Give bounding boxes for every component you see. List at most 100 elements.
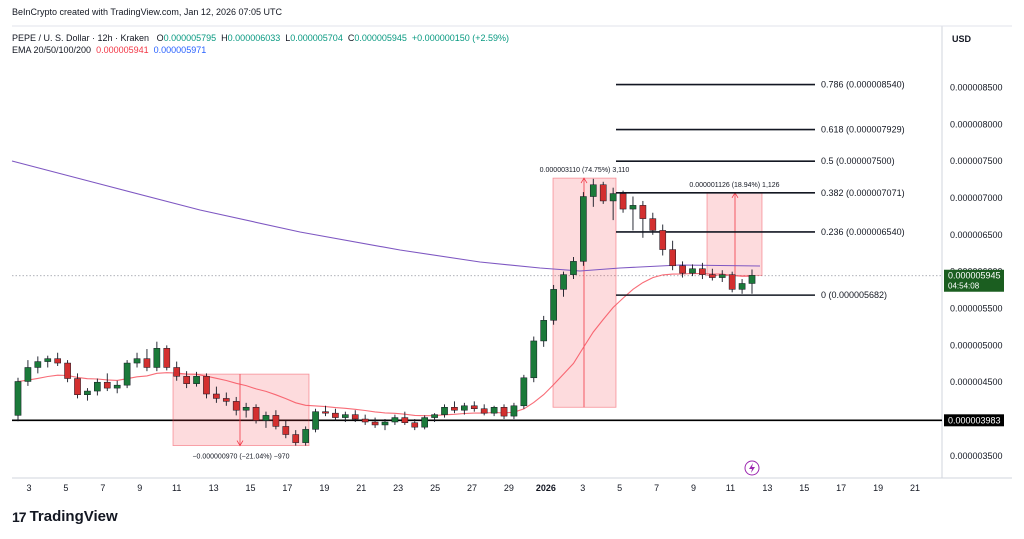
time-tick-label: 17 <box>282 483 292 493</box>
candle-body <box>560 274 567 290</box>
candle <box>441 404 448 418</box>
candle-body <box>64 362 71 379</box>
candle <box>143 349 151 372</box>
candle <box>64 360 71 383</box>
price-tick-label: 0.000007000 <box>950 193 1003 203</box>
candle <box>252 404 260 424</box>
candle-body <box>222 398 230 402</box>
candle <box>609 187 617 221</box>
candle <box>500 404 508 420</box>
ohlc-high: 0.000006033 <box>227 33 281 43</box>
candle-body <box>24 367 32 382</box>
candle <box>619 190 627 213</box>
candle-body <box>272 415 280 427</box>
candle <box>173 361 181 381</box>
fib-label: 0.236 (0.000006540) <box>821 227 905 237</box>
candle-body <box>431 414 438 418</box>
price-tick-label: 0.000008000 <box>950 119 1003 129</box>
price-tick-label: 0.000007500 <box>950 156 1003 166</box>
ema-red-value: 0.000005941 <box>96 45 149 55</box>
candle <box>530 336 538 383</box>
candle-body <box>738 283 746 290</box>
ema-blue-line <box>11 160 761 272</box>
candle-body <box>480 408 488 414</box>
ema-red-line <box>17 272 753 417</box>
candle-body <box>351 414 359 420</box>
candle <box>391 414 399 425</box>
candle-body <box>619 193 627 210</box>
price-axis[interactable]: 0.000008500 0.000008000 0.000007500 0.00000… <box>944 82 1004 461</box>
candle <box>213 386 220 403</box>
candle-body <box>341 414 349 418</box>
fib-label: 0.786 (0.000008540) <box>821 80 905 90</box>
candle <box>361 414 369 425</box>
candle <box>431 413 438 422</box>
candle <box>699 262 706 280</box>
ema-title: EMA 20/50/100/200 <box>12 45 92 55</box>
candle <box>490 405 498 417</box>
ohlc-close: 0.000005945 <box>354 33 407 43</box>
candle <box>312 408 319 433</box>
symbol-legend: PEPE / U. S. Dollar · 12h · Kraken O0.00… <box>12 33 509 43</box>
candle <box>470 401 478 412</box>
candle-body <box>282 426 290 435</box>
candle <box>183 371 190 389</box>
fib-label: 0.5 (0.000007500) <box>821 156 895 166</box>
candle <box>123 360 131 389</box>
candle-body <box>689 268 696 274</box>
candle <box>738 279 746 294</box>
candle-body <box>123 362 131 386</box>
time-tick-label: 2026 <box>536 483 556 493</box>
candle-body <box>242 407 250 411</box>
candle-body <box>84 390 91 395</box>
chart-credit: BeInCrypto created with TradingView.com,… <box>12 7 282 17</box>
candle-body <box>540 320 548 342</box>
time-tick-label: 11 <box>726 483 735 493</box>
candle-body <box>461 405 468 411</box>
candle-body <box>193 376 200 384</box>
candle <box>332 408 339 421</box>
time-tick-label: 7 <box>100 483 105 493</box>
candle-body <box>332 412 339 418</box>
candle <box>718 270 726 282</box>
time-tick-label: 11 <box>172 483 181 493</box>
currency-label[interactable]: USD <box>952 34 972 44</box>
time-tick-label: 3 <box>580 483 585 493</box>
candle-body <box>490 407 498 414</box>
candle-body <box>153 348 161 368</box>
candle <box>292 430 300 446</box>
candle <box>679 261 686 278</box>
candle <box>510 402 518 420</box>
candle-body <box>34 361 42 368</box>
ohlc-high-label: H <box>221 33 228 43</box>
candle <box>282 420 290 439</box>
lightning-icon[interactable] <box>744 460 760 476</box>
candle <box>103 373 111 392</box>
time-tick-label: 19 <box>873 483 883 493</box>
candle-body <box>44 358 52 362</box>
candle-body <box>728 274 736 290</box>
candle-body <box>94 381 101 392</box>
candle <box>599 181 607 204</box>
ohlc-close-label: C <box>347 33 355 43</box>
candle-body <box>74 378 81 395</box>
candle <box>589 178 597 207</box>
candle <box>74 373 81 399</box>
time-tick-label: 19 <box>319 483 329 493</box>
time-axis[interactable]: 3 5 7 9 11 13 15 17 19 21 23 25 27 29 2026 3 5 7 9 11 13 15 17… <box>26 483 920 493</box>
candle <box>550 284 557 325</box>
candle <box>659 224 667 256</box>
candles <box>14 178 756 446</box>
price-tick-label: 0.000006500 <box>950 230 1003 240</box>
candle <box>629 196 637 231</box>
candle <box>84 388 91 401</box>
candle-body <box>530 340 538 379</box>
candle-body <box>213 393 220 399</box>
price-tick-label: 0.000003500 <box>950 451 1003 461</box>
candle <box>649 212 657 235</box>
candle <box>461 402 468 415</box>
candle-body <box>292 434 300 443</box>
support-price-tag <box>944 414 1004 427</box>
ohlc-low-label: L <box>285 33 291 43</box>
